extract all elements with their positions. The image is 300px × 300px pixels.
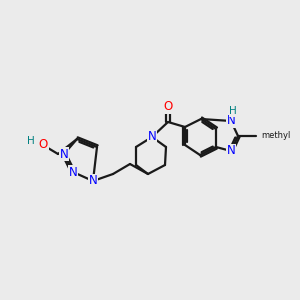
Text: H: H [229,106,237,116]
Text: N: N [226,115,236,128]
Text: O: O [38,139,48,152]
Text: N: N [226,145,236,158]
Text: N: N [60,148,68,160]
Text: O: O [164,100,172,113]
Text: N: N [148,130,156,143]
Text: N: N [88,175,98,188]
Text: N: N [69,166,77,178]
Text: H: H [27,136,35,146]
Text: methyl: methyl [261,131,290,140]
